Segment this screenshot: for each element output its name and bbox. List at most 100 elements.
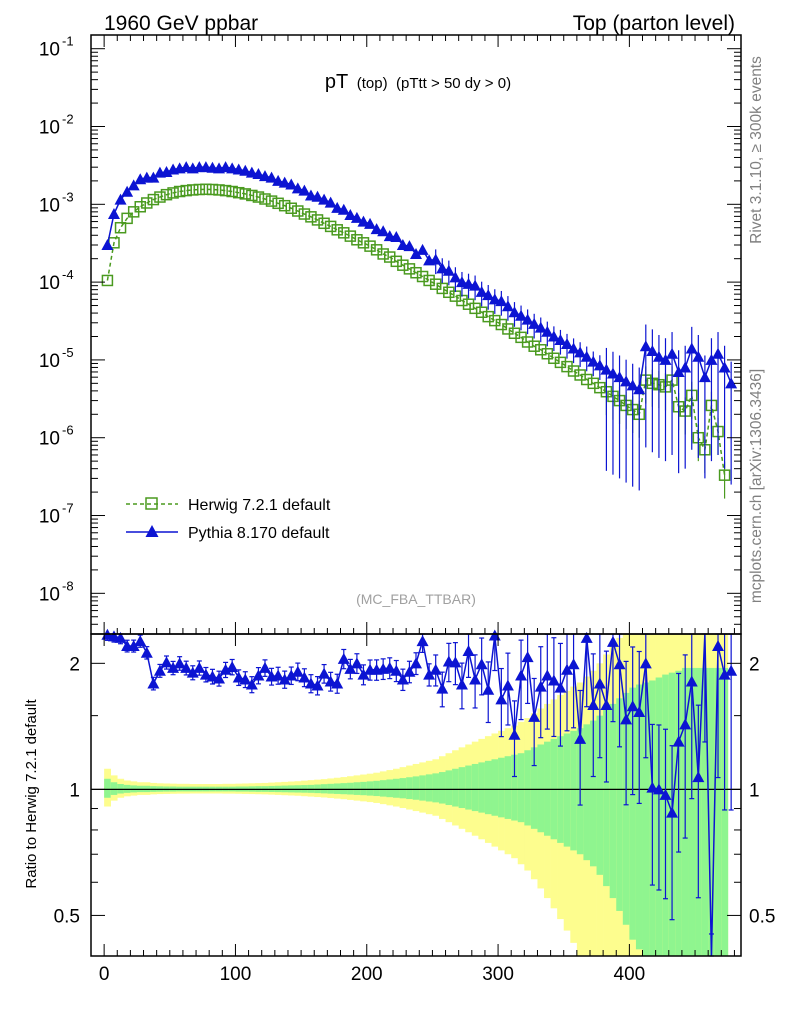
herwig-point xyxy=(429,278,442,290)
herwig-point xyxy=(272,197,284,210)
pythia-ratio-point xyxy=(258,661,271,673)
pythia-ratio-point xyxy=(226,661,239,673)
pythia-ratio-point xyxy=(528,710,541,722)
pythia-ratio-point xyxy=(285,669,298,681)
herwig-point xyxy=(443,286,455,299)
y-tick-exponent: -2 xyxy=(62,112,74,127)
ratio-band-green xyxy=(688,667,696,956)
pythia-ratio-point xyxy=(410,657,422,669)
ratio-band-green xyxy=(589,720,597,867)
herwig-point xyxy=(101,274,114,287)
pythia-ratio-point xyxy=(153,664,166,676)
pythia-ratio-point xyxy=(725,664,738,676)
pythia-point xyxy=(344,208,357,220)
herwig-point xyxy=(219,184,232,197)
ratio-band-green xyxy=(701,667,709,956)
y-tick-exponent: -6 xyxy=(62,423,74,438)
pythia-point xyxy=(606,367,619,379)
ratio-band-green xyxy=(721,667,729,956)
ratio-y-label: Ratio to Herwig 7.2.1 default xyxy=(23,699,40,889)
pythia-point xyxy=(291,182,304,194)
herwig-point xyxy=(278,199,291,212)
pythia-ratio-point xyxy=(593,677,606,689)
pythia-point xyxy=(475,285,488,297)
herwig-point xyxy=(528,340,540,352)
ratio-band-green xyxy=(353,782,361,795)
herwig-point xyxy=(482,310,494,323)
pythia-ratio-point xyxy=(416,635,429,647)
herwig-point xyxy=(344,230,357,242)
pythia-ratio-point xyxy=(561,663,574,675)
herwig-point xyxy=(213,184,225,196)
pythia-ratio-point xyxy=(508,728,521,740)
pythia-point xyxy=(692,350,705,362)
herwig-point xyxy=(324,220,337,233)
pythia-point xyxy=(121,185,134,197)
pythia-ratio-point xyxy=(298,671,311,683)
series-pythia xyxy=(101,161,738,491)
pythia-point xyxy=(416,243,429,255)
pythia-ratio-point xyxy=(613,658,626,670)
pythia-point xyxy=(442,264,455,276)
pythia-ratio-point xyxy=(291,665,304,677)
pythia-ratio-point xyxy=(403,665,416,677)
herwig-point xyxy=(259,193,271,205)
ratio-band-green xyxy=(544,741,551,836)
herwig-point xyxy=(147,193,160,206)
pythia-ratio-point xyxy=(679,718,692,730)
ratio-tick-label-right: 1 xyxy=(749,780,760,801)
ratio-band-green xyxy=(583,724,591,861)
pythia-ratio-point xyxy=(147,677,160,689)
ratio-band-green xyxy=(412,776,420,800)
ratio-band-green xyxy=(445,770,453,806)
pythia-point xyxy=(410,247,422,259)
legend-pythia: Pythia 8.170 default xyxy=(126,525,330,542)
herwig-point xyxy=(580,373,593,386)
pythia-ratio-point xyxy=(173,657,186,669)
herwig-point xyxy=(489,314,501,327)
pythia-ratio-point xyxy=(213,672,226,684)
herwig-point xyxy=(718,469,731,481)
pythia-ratio-point xyxy=(331,677,344,689)
pythia-point xyxy=(331,201,344,213)
y-tick-exponent: -7 xyxy=(62,501,74,516)
pythia-point xyxy=(633,383,646,395)
pythia-ratio-point xyxy=(541,669,554,681)
pythia-ratio-point xyxy=(304,677,317,689)
pythia-ratio-point xyxy=(239,673,252,685)
herwig-point xyxy=(292,205,304,217)
pythia-point xyxy=(101,238,114,250)
pythia-point xyxy=(613,371,626,383)
main-frame xyxy=(90,34,742,635)
herwig-point xyxy=(331,224,343,236)
herwig-point xyxy=(232,186,245,199)
pythia-ratio-point xyxy=(626,700,639,712)
x-tick-label: 200 xyxy=(351,964,383,985)
ratio-band-green xyxy=(478,762,486,813)
herwig-point xyxy=(226,185,238,198)
rivet-label: Rivet 3.1.10, ≥ 300k events xyxy=(748,56,765,244)
y-tick-exponent: -8 xyxy=(62,578,74,593)
herwig-point xyxy=(311,214,324,226)
pythia-point xyxy=(567,342,580,354)
pythia-point xyxy=(639,340,652,352)
title-main: pT xyxy=(325,71,348,93)
ratio-band-green xyxy=(110,782,118,795)
y-tick-exponent: -4 xyxy=(62,267,74,282)
pythia-ratio-point xyxy=(390,664,403,676)
ratio-band-green xyxy=(465,765,473,810)
y-tick-label: 10 xyxy=(39,507,60,528)
pythia-ratio-point xyxy=(232,671,245,683)
pythia-point xyxy=(449,271,462,283)
herwig-point xyxy=(180,184,192,197)
ratio-band-green xyxy=(399,778,407,799)
pythia-ratio-point xyxy=(646,781,659,793)
pythia-ratio-point xyxy=(357,668,370,680)
pythia-ratio-point xyxy=(245,678,258,690)
ratio-tick-label-right: 0.5 xyxy=(749,906,775,927)
pythia-ratio-point xyxy=(324,675,337,687)
herwig-point xyxy=(403,263,416,275)
pythia-ratio-point xyxy=(600,699,613,711)
